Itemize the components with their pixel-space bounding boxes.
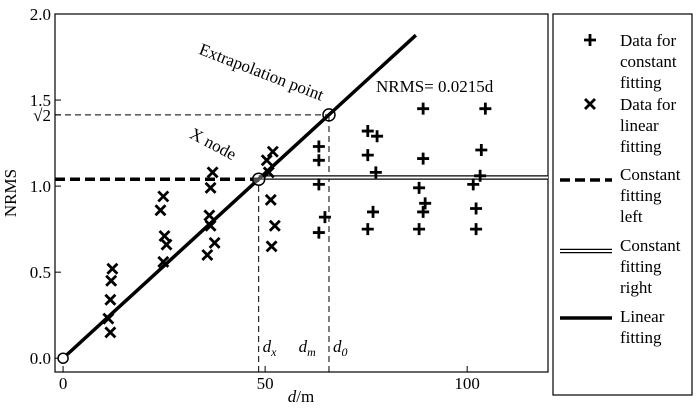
cross-marker bbox=[104, 326, 117, 339]
cross-marker bbox=[201, 248, 214, 261]
plus-marker bbox=[475, 143, 488, 156]
plus-marker bbox=[474, 169, 487, 182]
d-sub: m bbox=[307, 345, 316, 359]
plus-marker bbox=[312, 154, 325, 167]
plus-marker bbox=[584, 34, 596, 46]
plus-marker bbox=[312, 226, 325, 239]
legend-label: Data for bbox=[620, 31, 677, 50]
cross-marker bbox=[157, 190, 170, 203]
d-var: d bbox=[333, 337, 342, 356]
x-node-point bbox=[251, 172, 266, 186]
y-tick-label: 1.0 bbox=[30, 177, 51, 196]
plus-marker bbox=[479, 102, 492, 115]
extrapolation-point bbox=[322, 108, 336, 122]
x-label-var: d bbox=[288, 387, 297, 406]
legend-label: constant bbox=[620, 52, 677, 71]
d-marker-label: d0 bbox=[333, 337, 348, 359]
x-axis-label: d/m bbox=[288, 387, 314, 406]
legend-label: fitting bbox=[620, 328, 662, 347]
legend-label: fitting bbox=[620, 186, 662, 205]
plus-marker bbox=[419, 197, 432, 210]
cross-marker bbox=[106, 262, 119, 275]
legend-label: Constant bbox=[620, 165, 681, 184]
legend-label: linear bbox=[620, 116, 659, 135]
y-tick-label: 0.5 bbox=[30, 263, 51, 282]
x-tick-label: 50 bbox=[257, 374, 274, 393]
plus-marker bbox=[318, 211, 331, 224]
d-marker-label: dx bbox=[263, 337, 278, 359]
cross-marker bbox=[266, 145, 279, 158]
plus-marker bbox=[361, 125, 374, 138]
legend-label: Linear bbox=[620, 307, 665, 326]
plus-marker bbox=[312, 178, 325, 191]
cross-marker bbox=[260, 154, 273, 167]
plus-marker bbox=[312, 140, 325, 153]
y-axis-label: NRMS bbox=[1, 169, 20, 217]
cross-marker bbox=[105, 274, 118, 287]
cross-marker bbox=[157, 255, 170, 268]
cross-marker bbox=[265, 240, 278, 253]
legend-label: fitting bbox=[620, 73, 662, 92]
legend-frame bbox=[552, 13, 693, 396]
legend-label: fitting bbox=[620, 257, 662, 276]
cross-marker bbox=[158, 230, 171, 243]
cross-marker bbox=[206, 166, 219, 179]
cross-marker bbox=[262, 166, 275, 179]
d-marker-label: dm bbox=[299, 337, 317, 359]
cross-marker bbox=[204, 181, 217, 194]
d-sub: 0 bbox=[341, 345, 347, 359]
plus-marker bbox=[413, 181, 426, 194]
plus-marker bbox=[361, 223, 374, 236]
plus-marker bbox=[467, 178, 480, 191]
y-tick-label: 0.0 bbox=[30, 349, 51, 368]
plot-frame bbox=[54, 13, 549, 373]
plus-marker bbox=[371, 130, 384, 143]
y-tick-label: 2.0 bbox=[30, 5, 51, 24]
cross-marker bbox=[264, 193, 277, 206]
d-var: d bbox=[299, 337, 308, 356]
cross-marker bbox=[208, 236, 221, 249]
plus-marker bbox=[470, 223, 483, 236]
plus-marker bbox=[367, 205, 380, 218]
legend-label: left bbox=[620, 207, 643, 226]
x-label-unit: /m bbox=[296, 387, 314, 406]
cross-marker bbox=[268, 219, 281, 232]
plus-marker bbox=[417, 205, 430, 218]
legend-label: right bbox=[620, 278, 652, 297]
plus-marker bbox=[413, 223, 426, 236]
cross-marker bbox=[160, 238, 173, 251]
linear-fit bbox=[61, 33, 418, 360]
cross-marker bbox=[102, 312, 115, 325]
legend-label: Data for bbox=[620, 95, 677, 114]
y-tick-label: √2 bbox=[33, 106, 51, 125]
x-node-label: X node bbox=[187, 124, 240, 164]
cross-marker bbox=[203, 209, 216, 222]
plus-marker bbox=[369, 166, 382, 179]
cross-marker bbox=[204, 219, 217, 232]
plus-marker bbox=[417, 102, 430, 115]
origin-point bbox=[57, 352, 69, 364]
x-tick-label: 100 bbox=[454, 374, 480, 393]
cross-marker bbox=[104, 293, 117, 306]
d-var: d bbox=[263, 337, 272, 356]
cross-marker bbox=[154, 204, 167, 217]
plus-marker bbox=[361, 149, 374, 162]
cross-marker bbox=[584, 98, 596, 110]
legend-label: fitting bbox=[620, 137, 662, 156]
plus-marker bbox=[470, 202, 483, 215]
plus-marker bbox=[417, 152, 430, 165]
d-sub: x bbox=[270, 345, 277, 359]
extrapolation-label: Extrapolation point bbox=[197, 40, 327, 105]
legend-label: Constant bbox=[620, 236, 681, 255]
x-tick-label: 0 bbox=[59, 374, 68, 393]
linear-fit-label: NRMS= 0.0215d bbox=[376, 77, 494, 96]
y-tick-label: 1.5 bbox=[30, 91, 51, 110]
